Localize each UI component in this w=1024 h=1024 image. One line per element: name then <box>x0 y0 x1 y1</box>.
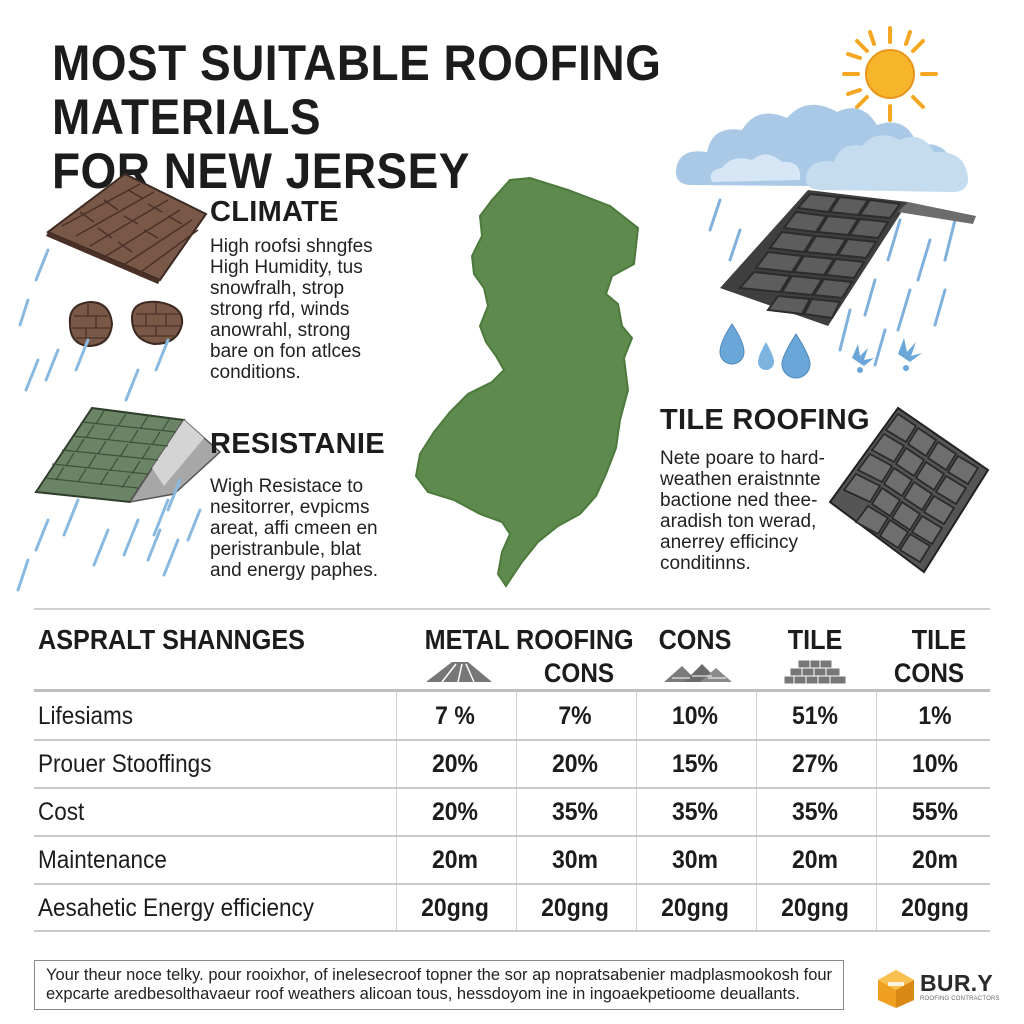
table-cell: 30m <box>671 846 719 874</box>
table-cell: 20% <box>431 750 479 778</box>
rain-streaks-left <box>16 248 180 592</box>
rain-streaks <box>708 198 957 367</box>
table-row-label: Lifesiams <box>38 702 134 730</box>
table-cell: 30m <box>551 846 599 874</box>
table-cell: 10% <box>671 702 719 730</box>
table-row-rule <box>34 883 990 885</box>
table-row-rule <box>34 739 990 741</box>
table-column-divider <box>756 690 757 930</box>
table-row-label: Maintenance <box>38 846 167 874</box>
table-header-tile-cons: CONS <box>893 658 965 688</box>
brand: BUR.Y ROOFING CONTRACTORS <box>876 968 1006 1012</box>
table-row-rule <box>34 835 990 837</box>
cons-roof-header-icon <box>664 664 732 682</box>
table-row-label: Aesahetic Energy efficiency <box>38 894 314 922</box>
table-cell: 20gng <box>661 894 729 922</box>
brick-roof-icon <box>46 172 208 284</box>
metal-roof-header-icon <box>426 662 492 683</box>
table-cell: 27% <box>791 750 839 778</box>
table-cell: 7% <box>558 702 592 730</box>
table-row-rule <box>34 787 990 789</box>
brand-name: BUR.Y <box>920 970 994 996</box>
rain-splash-icon <box>852 338 922 373</box>
table-top-rule <box>34 608 990 610</box>
table-cell: 20gng <box>901 894 969 922</box>
table-row-label: Cost <box>38 798 85 826</box>
slate-roof-icon <box>720 190 976 326</box>
table-cell: 20gng <box>781 894 849 922</box>
brick-chunks-icon <box>68 300 184 348</box>
brand-logo-icon <box>878 970 914 1008</box>
table-cell: 35% <box>671 798 719 826</box>
table-cell: 20gng <box>541 894 609 922</box>
cloud-icon <box>676 104 968 192</box>
table-header-rule <box>34 689 990 692</box>
climate-heading: CLIMATE <box>210 196 339 228</box>
table-cell: 51% <box>791 702 839 730</box>
page-title: MOST SUITABLE ROOFING MATERIALS FOR NEW … <box>52 35 662 199</box>
tile-roof-icon <box>828 406 990 574</box>
table-column-divider <box>636 690 637 930</box>
table-column-divider <box>876 690 877 930</box>
new-jersey-map-icon <box>414 176 640 588</box>
sun-icon <box>842 26 938 122</box>
table-header-tile-2: TILE <box>911 624 967 655</box>
climate-text: High roofsi shngfes High Humidity, tus s… <box>210 236 373 383</box>
table-cell: 20% <box>551 750 599 778</box>
table-header-metal-cons: CONS <box>543 658 615 688</box>
table-column-divider <box>516 690 517 930</box>
tile-header-icon <box>783 659 847 685</box>
table-header-metal-roofing: METAL ROOFING <box>424 624 634 655</box>
table-cell: 20m <box>791 846 839 874</box>
resistance-heading: RESISTANIE <box>210 428 385 460</box>
table-cell: 55% <box>911 798 959 826</box>
brand-tagline: ROOFING CONTRACTORS <box>920 996 1000 1002</box>
table-bottom-rule <box>34 930 990 932</box>
green-shingle-roof-icon <box>34 406 222 504</box>
tile-roofing-text: Nete poare to hard- weathen eraistnnte b… <box>660 448 825 574</box>
table-cell: 7 % <box>435 702 475 730</box>
table-cell: 20m <box>911 846 959 874</box>
table-cell: 1% <box>918 702 952 730</box>
table-header-cons: CONS <box>658 624 732 655</box>
table-cell: 20% <box>431 798 479 826</box>
table-cell: 20gng <box>421 894 489 922</box>
table-cell: 10% <box>911 750 959 778</box>
table-header-tile: TILE <box>787 624 843 655</box>
rain-streaks-mid <box>146 478 202 562</box>
table-cell: 20m <box>431 846 479 874</box>
tile-roofing-heading: TILE ROOFING <box>660 404 870 436</box>
footer-text: Your theur noce telky. pour rooixhor, of… <box>46 966 833 1003</box>
table-cell: 35% <box>791 798 839 826</box>
table-cell: 35% <box>551 798 599 826</box>
table-cell: 15% <box>671 750 719 778</box>
resistance-text: Wigh Resistace to nesitorrer, evpicms ar… <box>210 476 378 581</box>
table-header-asphalt: ASPRALT SHANNGES <box>38 624 305 655</box>
rain-drop-icon <box>719 323 811 379</box>
table-row-label: Prouer Stooffings <box>38 750 212 778</box>
table-column-divider <box>396 690 397 930</box>
footer-box <box>34 960 844 1010</box>
